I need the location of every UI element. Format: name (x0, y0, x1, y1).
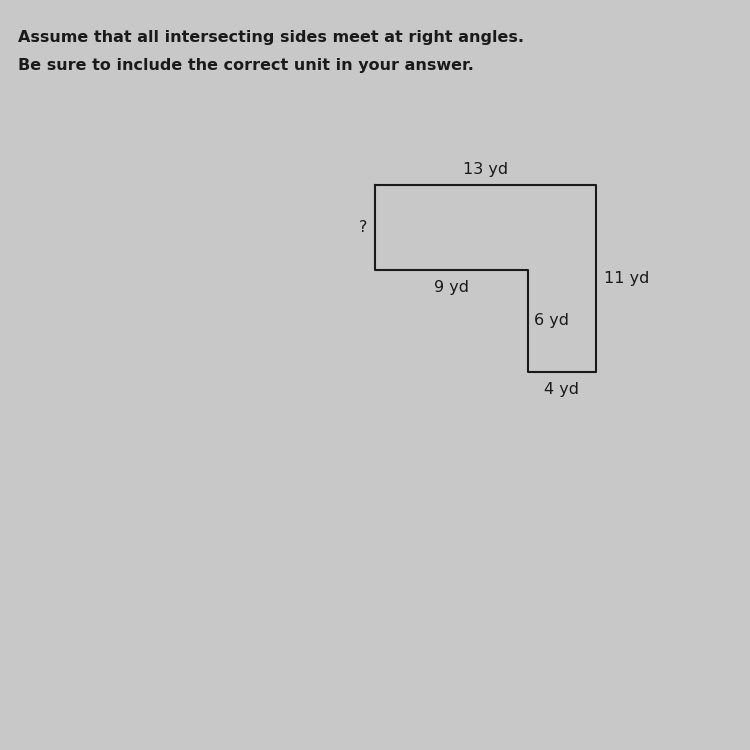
Text: Assume that all intersecting sides meet at right angles.: Assume that all intersecting sides meet … (18, 30, 524, 45)
Text: 13 yd: 13 yd (463, 162, 508, 177)
Text: 6 yd: 6 yd (534, 314, 569, 328)
Text: ?: ? (358, 220, 367, 235)
Text: Be sure to include the correct unit in your answer.: Be sure to include the correct unit in y… (18, 58, 474, 73)
Text: 11 yd: 11 yd (604, 271, 650, 286)
Text: 9 yd: 9 yd (434, 280, 469, 295)
Text: 4 yd: 4 yd (544, 382, 580, 397)
